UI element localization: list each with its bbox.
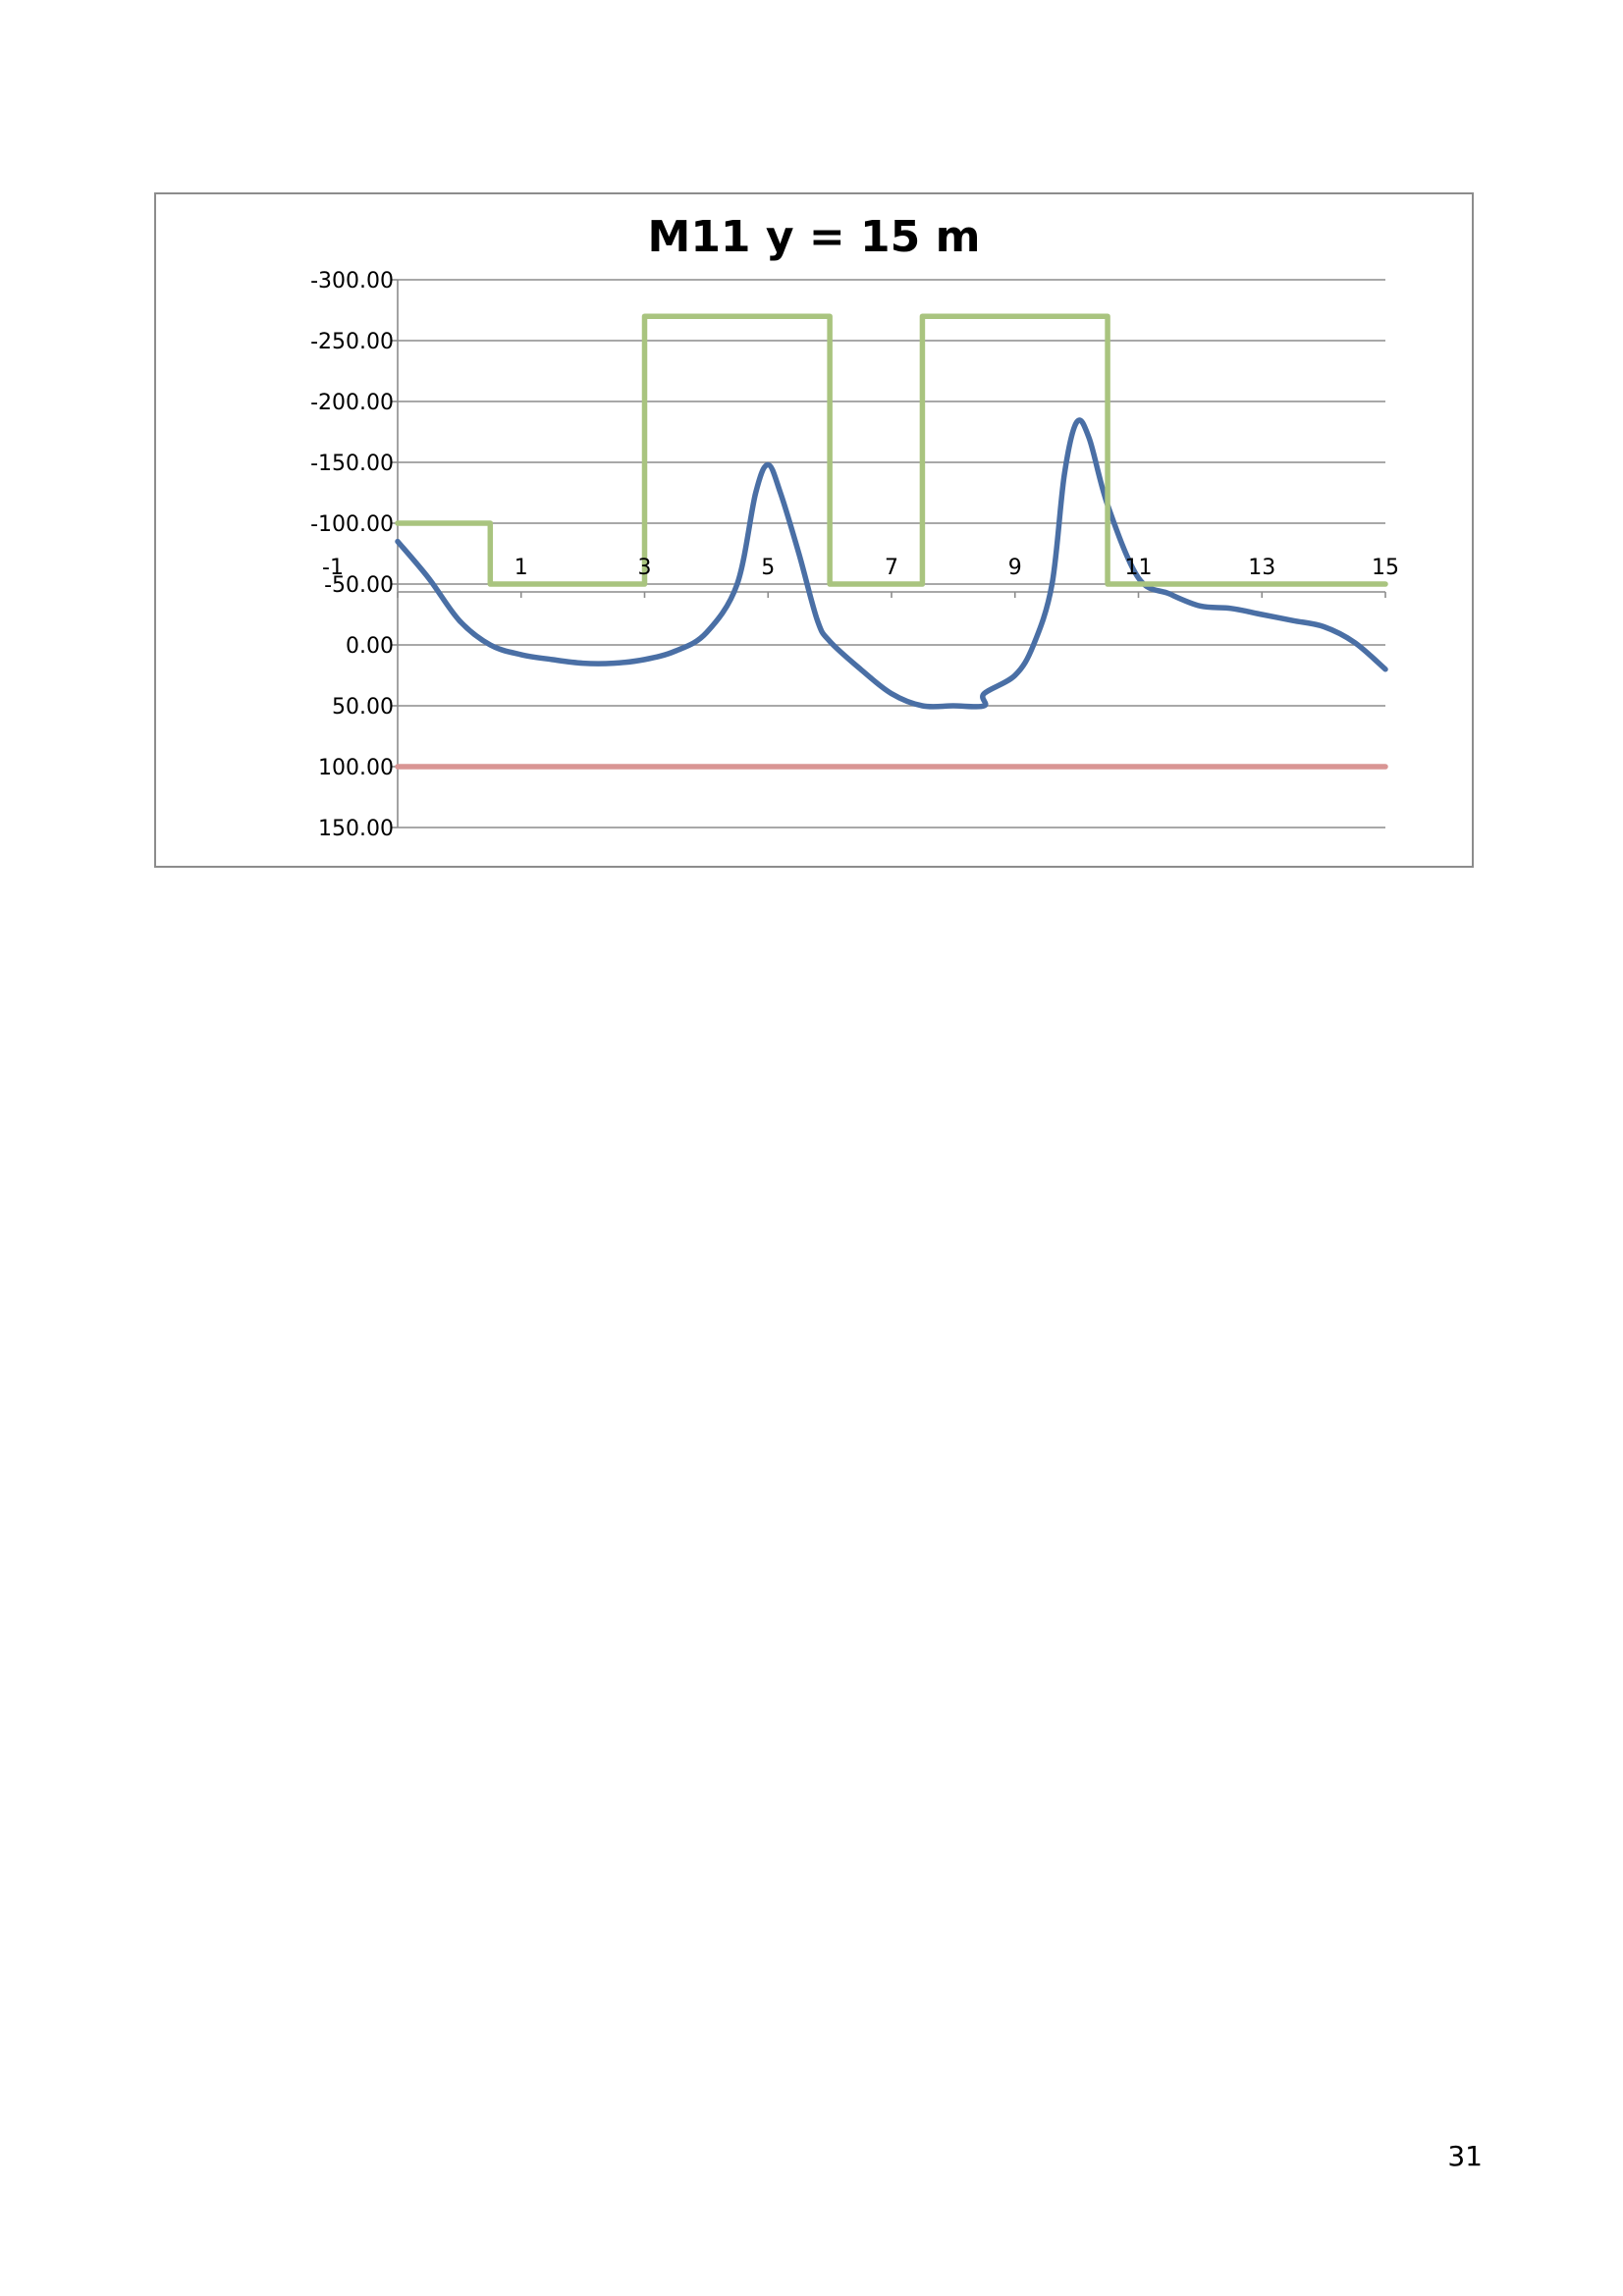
x-tick-label: -1 bbox=[322, 556, 344, 580]
x-tick-label: 7 bbox=[885, 556, 898, 580]
x-tick-label: 13 bbox=[1248, 556, 1275, 580]
x-tick-label: 11 bbox=[1125, 556, 1153, 580]
tick-labels: -300.00-250.00-200.00-150.00-100.00-50.0… bbox=[310, 269, 1399, 841]
grid-lines bbox=[398, 279, 1385, 828]
y-tick-label: 100.00 bbox=[318, 756, 394, 780]
x-tick-label: 3 bbox=[638, 556, 652, 580]
chart-frame: -300.00 -250.00 -200.00 -150.00 -100.00 -50.0… bbox=[154, 192, 1474, 868]
x-tick-label: 5 bbox=[761, 556, 775, 580]
chart-title: M11 y = 15 m bbox=[648, 212, 981, 262]
line-chart: -300.00-250.00-200.00-150.00-100.00-50.0… bbox=[310, 212, 1399, 841]
y-tick-label: 0.00 bbox=[346, 634, 394, 659]
x-tick-label: 9 bbox=[1008, 556, 1022, 580]
y-tick-label: -250.00 bbox=[310, 330, 394, 354]
x-tick-label: 15 bbox=[1372, 556, 1399, 580]
y-tick-label: 50.00 bbox=[332, 695, 394, 720]
y-tick-label: -150.00 bbox=[310, 452, 394, 476]
y-tick-label: -200.00 bbox=[310, 391, 394, 415]
series-lines bbox=[395, 313, 1388, 770]
x-tick-label: 1 bbox=[514, 556, 528, 580]
page-number: 31 bbox=[1447, 2140, 1483, 2172]
series-line-2 bbox=[395, 313, 1388, 587]
y-tick-label: -100.00 bbox=[310, 512, 394, 537]
y-tick-label: 150.00 bbox=[318, 817, 394, 841]
y-tick-label: -50.00 bbox=[324, 573, 394, 598]
y-tick-label: -300.00 bbox=[310, 269, 394, 294]
series-line-1 bbox=[395, 417, 1388, 710]
axes bbox=[392, 279, 1386, 828]
